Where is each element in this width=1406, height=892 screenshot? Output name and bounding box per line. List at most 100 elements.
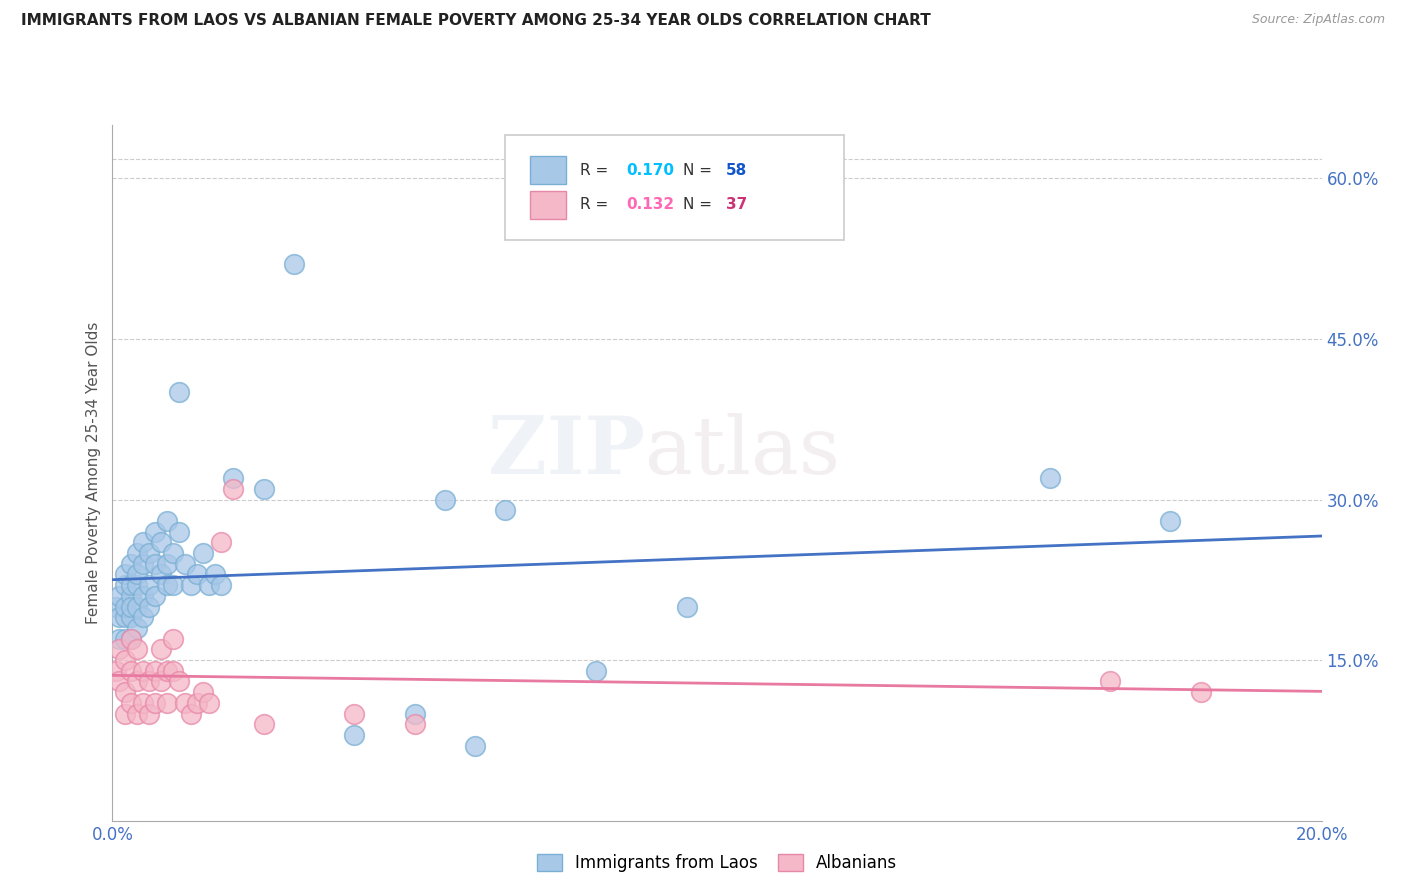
Point [114,567,136,582]
Point [198,578,221,592]
FancyBboxPatch shape [506,136,844,240]
Point [114,632,136,646]
Point [1189,685,1212,699]
Text: R =: R = [581,162,613,178]
Point [143,589,166,603]
Point [343,706,366,721]
Point [125,706,148,721]
Point [104,599,127,614]
Point [1159,514,1181,528]
Point [107,632,129,646]
Text: ZIP: ZIP [488,413,644,491]
Point [404,706,426,721]
Bar [530,156,565,184]
Point [162,546,184,560]
Point [138,674,160,689]
Point [114,599,136,614]
Point [120,610,142,624]
Point [107,674,129,689]
Point [125,546,148,560]
Text: 0.132: 0.132 [626,197,675,212]
Point [156,696,179,710]
Point [156,664,179,678]
Point [167,674,190,689]
Point [283,257,305,271]
Point [104,664,127,678]
Point [125,599,148,614]
Point [138,578,160,592]
Point [149,567,172,582]
Point [186,567,208,582]
Point [120,664,142,678]
Point [464,739,486,753]
Point [186,696,208,710]
Point [404,717,426,731]
Point [120,589,142,603]
Point [132,696,155,710]
Point [149,535,172,549]
Point [107,642,129,657]
Point [132,589,155,603]
Point [125,578,148,592]
Point [675,599,697,614]
Point [132,610,155,624]
Point [156,514,179,528]
Bar [530,191,565,219]
Point [156,578,179,592]
Point [138,599,160,614]
Text: N =: N = [683,197,717,212]
Point [343,728,366,742]
Point [125,674,148,689]
Point [132,557,155,571]
Point [253,482,276,496]
Point [222,471,245,485]
Point [114,578,136,592]
Point [1098,674,1121,689]
Point [114,610,136,624]
Point [120,557,142,571]
Point [162,664,184,678]
Point [180,578,202,592]
Point [1038,471,1062,485]
Point [174,696,197,710]
Point [120,599,142,614]
Text: N =: N = [683,162,717,178]
Point [174,557,197,571]
Point [156,557,179,571]
Point [222,482,245,496]
Point [149,674,172,689]
Point [107,610,129,624]
Y-axis label: Female Poverty Among 25-34 Year Olds: Female Poverty Among 25-34 Year Olds [86,322,101,624]
Point [143,524,166,539]
Point [125,642,148,657]
Point [143,696,166,710]
Point [167,524,190,539]
Text: Source: ZipAtlas.com: Source: ZipAtlas.com [1251,13,1385,27]
Point [167,385,190,400]
Point [125,621,148,635]
Point [120,578,142,592]
Point [120,632,142,646]
Point [138,706,160,721]
Point [433,492,456,507]
Point [180,706,202,721]
Point [162,578,184,592]
Point [120,632,142,646]
Point [191,685,214,699]
Point [204,567,226,582]
Point [585,664,607,678]
Point [120,696,142,710]
Text: 0.170: 0.170 [626,162,675,178]
Point [149,642,172,657]
Text: IMMIGRANTS FROM LAOS VS ALBANIAN FEMALE POVERTY AMONG 25-34 YEAR OLDS CORRELATIO: IMMIGRANTS FROM LAOS VS ALBANIAN FEMALE … [21,13,931,29]
Point [132,535,155,549]
Point [209,578,232,592]
Text: 58: 58 [725,162,747,178]
Point [107,589,129,603]
Point [209,535,232,549]
Point [114,685,136,699]
Point [143,557,166,571]
Point [125,567,148,582]
Text: 37: 37 [725,197,747,212]
Point [114,706,136,721]
